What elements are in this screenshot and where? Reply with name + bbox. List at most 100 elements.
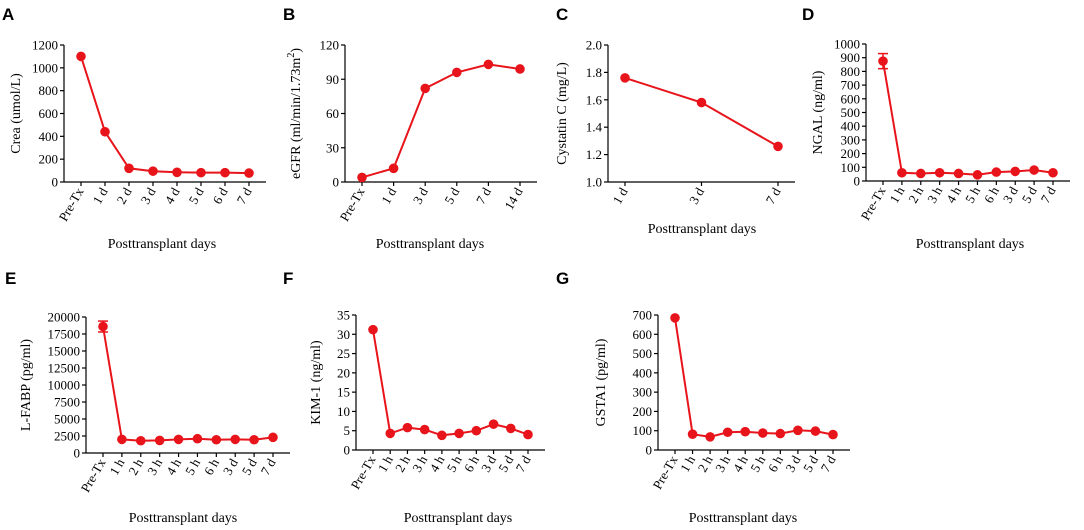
y-tick-label: 200 [633,404,653,419]
x-tick-label: 3 h [409,453,430,475]
y-tick-label: 5000 [54,412,80,427]
chart-panel-g: G 0 100 200 300 400 500 600 700 Pre-Tx1 h2 h3 h4 … [556,269,850,526]
data-point [172,167,182,178]
data-point [452,67,462,78]
x-tick-label: 4 h [943,184,964,206]
data-point [1029,165,1039,175]
y-tick-label: 100 [633,423,653,438]
data-point [793,425,803,436]
data-point [505,423,516,434]
y-axis-title: NGAL (ng/ml) [811,70,826,154]
data-point [117,434,127,445]
data-point [437,430,447,441]
x-tick-label: 7 d [257,456,278,478]
data-point [897,167,907,178]
data-point [420,83,431,94]
y-tick-label: 200 [39,152,59,167]
y-tick-label: 10000 [48,378,81,393]
y-tick-label: 90 [326,72,339,87]
y-tick-label: 20000 [48,310,81,325]
y-tick-label: 1.2 [586,147,602,162]
x-tick-label: 3 d [220,456,241,478]
y-axis-title: KIM-1 (ng/ml) [309,340,324,425]
y-tick-label: 1000 [32,60,58,75]
data-point [211,434,222,445]
data-point [740,426,751,437]
y-axis-title: GSTA1 (pg/ml) [594,338,609,426]
data-point [810,426,821,436]
y-tick-label: 500 [841,105,861,120]
y-axis-title-text: Crea (umol/L) [9,73,24,154]
series-line [674,317,834,438]
data-point [722,427,733,438]
x-tick-label: 1 h [106,456,127,478]
x-tick-label: 1 d [609,185,630,207]
data-point [154,435,165,446]
x-tick-label: 7 d [762,185,783,207]
x-tick-label: 5 h [962,184,983,206]
chart-panel-e: E 0 2500 5000 7500 10000 12500 15000 17500 20000 P… [5,269,290,526]
x-tick-label: 5 d [239,456,260,478]
x-tick-label: 4 h [163,456,184,478]
data-point [357,172,367,183]
y-tick-label: 0 [333,175,340,190]
x-axis-title: Posttransplant days [648,222,757,237]
x-tick-label: 2 h [905,184,926,206]
data-point [972,170,983,180]
data-point [953,168,964,179]
x-tick-label: 3 h [924,184,945,206]
x-tick-label: 3 h [712,453,733,475]
y-tick-label: 0 [74,446,81,461]
series-line [624,76,779,148]
x-tick-label: 3 d [686,185,707,207]
data-point [620,73,630,83]
x-tick-label: 6 h [765,453,786,475]
panel-letter: F [283,269,293,288]
data-point [488,419,499,429]
data-point [196,167,206,178]
x-tick-label: 4 h [426,453,447,475]
panel-letter: C [556,5,568,24]
y-tick-label: 200 [841,146,861,161]
x-tick-label: 4 d [161,185,182,207]
series-line [882,60,1054,176]
x-tick-label: 7 d [473,185,494,207]
data-point [388,163,399,174]
y-tick-label: 400 [841,119,861,134]
x-tick-label: 2 d [113,185,134,207]
data-point [244,168,254,178]
y-tick-label: 400 [633,365,653,380]
y-tick-label: 0 [344,443,351,458]
series-line [372,329,529,437]
data-point [775,428,786,439]
y-tick-label: 60 [326,106,339,121]
data-point [483,59,494,70]
x-tick-label: 7 d [512,453,533,475]
y-tick-label: 300 [841,132,861,147]
data-point [696,97,707,108]
x-tick-label: 2 h [125,456,146,478]
data-point [523,429,533,440]
x-tick-label: 1 d [378,185,399,207]
y-tick-label: 5 [344,423,351,438]
y-axis-title-superscript: 2 [286,53,297,58]
y-tick-label: 400 [39,129,59,144]
y-tick-label: 800 [841,64,861,79]
data-point [98,321,108,332]
y-axis-title-text: L-FABP (pg/ml) [19,339,34,432]
x-tick-label: Pre-Tx [858,184,889,223]
x-tick-label: 3 d [478,453,499,475]
data-point [368,324,378,335]
y-tick-label: 1200 [32,38,58,53]
y-axis-title: Crea (umol/L) [9,73,24,154]
data-point [173,434,184,445]
data-point [454,428,464,439]
data-point [915,168,926,179]
data-point [385,428,396,439]
x-axis-title: Posttransplant days [404,511,513,526]
data-point [230,434,241,445]
x-tick-label: 3 d [410,185,431,207]
x-axis-title: Posttransplant days [129,511,238,526]
